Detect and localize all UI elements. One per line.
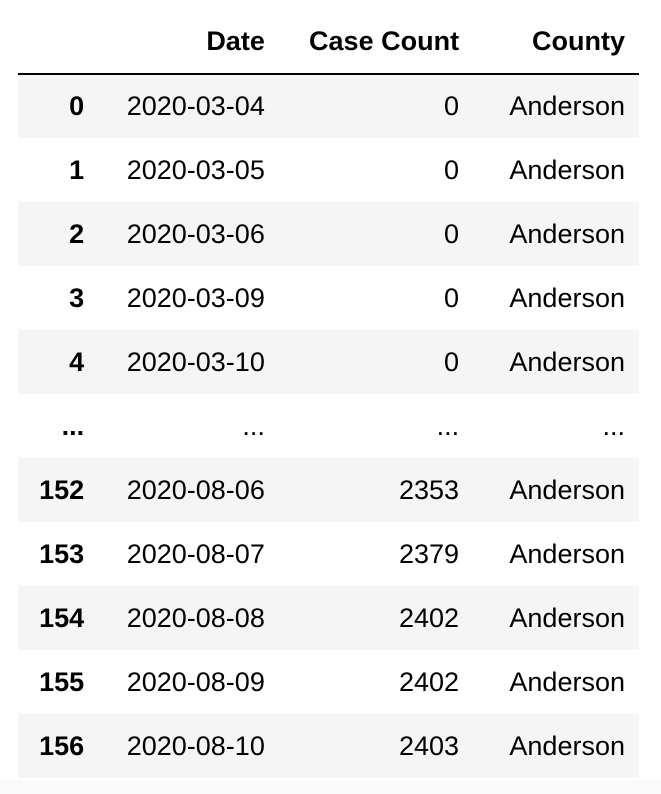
cell-county: Anderson [509,538,625,569]
cell-county: Anderson [509,474,625,505]
cell-case-count: 2379 [399,538,460,569]
cell-county: Anderson [509,346,625,377]
row-index: 1 [69,154,85,185]
table-row: 3 2020-03-09 0 Anderson [18,266,639,330]
cell-date: 2020-03-05 [126,154,265,185]
table-row: 4 2020-03-10 0 Anderson [18,330,639,394]
cell-date: 2020-03-06 [126,218,265,249]
row-index: 2 [69,218,85,249]
cell-date: 2020-08-09 [126,666,265,697]
header-index [18,10,99,75]
cell-county: ... [602,410,625,441]
cell-case-count: 2353 [399,474,460,505]
header-case-count: Case Count [278,10,474,75]
cell-date: 2020-03-09 [126,282,265,313]
cell-county: Anderson [509,91,625,121]
cell-county: Anderson [509,602,625,633]
cell-case-count: 2402 [399,666,460,697]
table-row: 156 2020-08-10 2403 Anderson [18,714,639,778]
cell-case-count: 0 [444,346,460,377]
table-row: 0 2020-03-04 0 Anderson [18,74,639,138]
cell-case-count: 0 [444,91,460,121]
table-header: Date Case Count County [18,10,639,75]
table-row: 153 2020-08-07 2379 Anderson [18,522,639,586]
bottom-edge [0,780,661,794]
table-row: 2 2020-03-06 0 Anderson [18,202,639,266]
row-index: 153 [39,538,85,569]
table-row: 155 2020-08-09 2402 Anderson [18,650,639,714]
table-row: 152 2020-08-06 2353 Anderson [18,458,639,522]
row-index: 152 [39,474,85,505]
cell-county: Anderson [509,666,625,697]
cell-case-count: ... [436,410,460,441]
header-date: Date [98,10,279,75]
row-index: ... [61,410,85,441]
cell-case-count: 2403 [399,730,460,761]
cell-county: Anderson [509,154,625,185]
ellipsis-row: ... ... ... ... [18,394,639,458]
table-row: 1 2020-03-05 0 Anderson [18,138,639,202]
cell-case-count: 2402 [399,602,460,633]
row-index: 154 [39,602,85,633]
cell-case-count: 0 [444,282,460,313]
cell-county: Anderson [509,282,625,313]
cell-date: 2020-03-04 [126,91,265,121]
cell-case-count: 0 [444,154,460,185]
cell-date: 2020-08-06 [126,474,265,505]
cell-county: Anderson [509,730,625,761]
row-index: 155 [39,666,85,697]
cell-date: 2020-08-08 [126,602,265,633]
cell-date: 2020-08-10 [126,730,265,761]
cell-date: 2020-03-10 [126,346,265,377]
row-index: 3 [69,282,85,313]
row-index: 4 [69,346,85,377]
cell-case-count: 0 [444,218,460,249]
cell-date: 2020-08-07 [126,538,265,569]
cell-county: Anderson [509,218,625,249]
header-county: County [473,10,639,75]
header-row: Date Case Count County [18,10,639,75]
dataframe-table: Date Case Count County 0 2020-03-04 0 An… [18,10,639,778]
cell-date: ... [242,410,265,441]
table-row: 154 2020-08-08 2402 Anderson [18,586,639,650]
row-index: 156 [39,730,85,761]
row-index: 0 [69,91,85,121]
table-body: 0 2020-03-04 0 Anderson 1 2020-03-05 0 A… [18,74,639,778]
